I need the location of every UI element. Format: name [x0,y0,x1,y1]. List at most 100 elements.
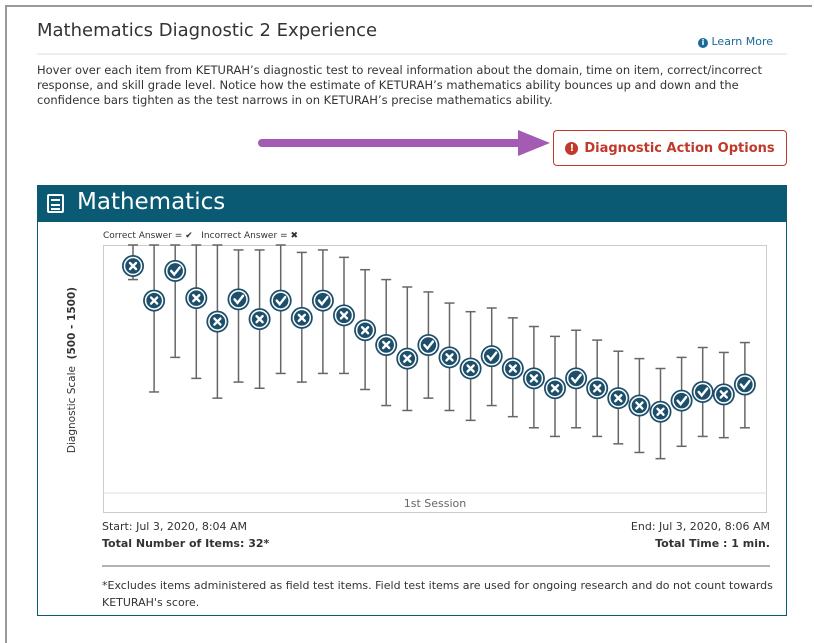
point-ring [123,256,143,276]
point-ring [208,312,227,331]
point-ring [165,261,185,281]
point-ring [714,385,734,404]
cross-icon [297,313,306,323]
point-ring [187,288,206,308]
cross-icon [255,314,264,324]
check-icon [697,387,709,398]
cross-icon [192,293,201,303]
plot-frame [103,245,767,513]
check-symbol: ✔ [185,231,193,241]
point-ring [672,391,691,410]
legend-correct: Correct Answer = [103,231,183,241]
action-button[interactable]: ! Diagnostic Action Options [553,130,787,166]
item-point [143,289,166,312]
point-ring [440,348,459,367]
point-outer [480,345,503,368]
cross-icon [360,326,370,335]
description: Hover over each item from KETURAH’s diag… [37,63,762,107]
item-point [122,254,144,277]
arrow-head [518,130,550,156]
point-ring [545,379,565,398]
point-outer [311,289,334,312]
learn-more-text[interactable]: Learn More [711,35,774,48]
point-ring [271,291,290,310]
cross-icon [593,384,602,393]
point-ring [735,375,755,394]
item-point [375,334,398,357]
point-ring [651,402,670,421]
cross-icon [466,364,475,373]
point-outer [417,334,440,357]
point-outer [227,288,250,311]
point-ring [482,346,501,366]
point-outer [565,367,588,390]
legend-incorrect: Incorrect Answer = [201,231,288,241]
end-time: End: Jul 3, 2020, 8:06 AM [630,520,770,533]
item-point [480,345,503,368]
item-point [522,367,545,390]
legend: Correct Answer = ✔ Incorrect Answer = ✖ [103,231,298,241]
item-point [333,304,355,327]
check-icon [233,294,245,305]
panel-title: Mathematics [77,189,226,215]
point-ring [376,335,396,355]
item-point [628,394,651,417]
point-ring [566,369,586,388]
cross-icon [382,340,391,350]
point-outer [269,289,292,312]
page-title: Mathematics Diagnostic 2 Experience [37,20,378,41]
frame [5,5,812,643]
total-items: Total Number of Items: 32* [102,537,270,550]
check-icon [423,340,435,351]
point-ring [609,388,628,408]
point-ring [229,290,248,309]
point-ring [503,359,523,378]
item-point [290,306,313,329]
y-label-range: (500 - 1500) [66,286,78,360]
error-bar [191,244,202,380]
item-point [712,383,735,406]
y-axis-label: Diagnostic Scale (500 - 1500) [66,287,78,453]
footnote: *Excludes items administered as field te… [102,579,773,609]
cross-icon [339,311,349,320]
calculator-icon [47,194,64,213]
total-time: Total Time : 1 min. [655,537,770,550]
item-point [396,347,419,370]
check-icon [570,373,582,384]
start-time: Start: Jul 3, 2020, 8:04 AM [102,520,248,533]
cross-icon [719,390,728,399]
item-point [544,377,566,400]
action-button-text[interactable]: Diagnostic Action Options [584,140,775,156]
cross-icon [614,393,623,403]
item-point [670,389,693,412]
panel-header [37,185,787,222]
point-ring [334,306,354,325]
item-point [565,367,588,390]
point-ring [355,320,375,340]
item-point [459,357,482,380]
point-outer [164,259,187,282]
check-icon [676,395,688,407]
item-point [691,380,714,403]
cross-icon [529,374,539,383]
point-ring [461,359,480,378]
check-icon [275,295,287,306]
item-point [164,259,187,282]
item-point [248,308,271,331]
item-point [185,287,208,310]
cross-symbol: ✖ [290,231,298,241]
point-ring [587,379,607,398]
cross-icon [508,364,517,373]
item-point [311,289,334,312]
check-icon [317,295,329,306]
cross-icon [403,354,412,363]
cross-icon [656,407,665,416]
point-ring [144,291,164,310]
cross-icon [635,401,644,410]
point-ring [419,335,438,355]
error-bar [149,244,160,393]
learn-more[interactable]: i Learn More [698,35,773,48]
item-point [501,357,524,380]
